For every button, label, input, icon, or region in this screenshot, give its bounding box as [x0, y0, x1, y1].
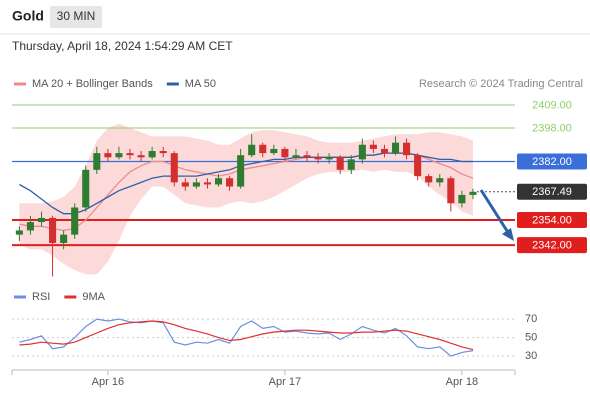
level-label: 2382.00: [532, 156, 572, 168]
timeframe-box: [50, 6, 102, 28]
candle-body: [391, 142, 400, 154]
candle-body: [403, 142, 411, 156]
legend-label: RSI: [32, 291, 50, 303]
projection-arrowhead: [502, 228, 514, 241]
candle-body: [248, 144, 256, 156]
candle-body: [303, 155, 311, 158]
candle-body: [159, 151, 167, 154]
candle-body: [281, 148, 289, 158]
y-tick-label: 50: [525, 332, 537, 344]
last-price-label: 2367.49: [532, 186, 572, 198]
candle-body: [148, 151, 156, 158]
candle-body: [49, 217, 57, 243]
candle-body: [447, 178, 455, 204]
candle-body: [60, 234, 68, 243]
candle-body: [314, 157, 322, 160]
level-label: 2398.00: [532, 122, 572, 134]
candle-body: [436, 178, 444, 183]
candle-body: [71, 207, 79, 235]
timeframe: 30 MIN: [57, 9, 96, 23]
x-tick-label: Apr 17: [269, 376, 301, 388]
candle-body: [414, 155, 422, 177]
candle-body: [214, 178, 223, 185]
candle-body: [237, 155, 245, 187]
candle-body: [259, 144, 267, 154]
line-series: [19, 320, 474, 351]
source: Research © 2024 Trading Central: [419, 78, 583, 90]
candle-body: [15, 230, 23, 235]
level-label-box: [517, 212, 587, 229]
candle-body: [37, 217, 46, 223]
level-label: 2354.00: [532, 214, 572, 226]
legend-label: MA 20 + Bollinger Bands: [32, 78, 153, 90]
candle-body: [336, 157, 344, 170]
y-tick-label: 70: [525, 313, 537, 325]
candle-body: [325, 157, 333, 160]
candle-body: [203, 182, 211, 185]
x-tick-label: Apr 16: [92, 376, 124, 388]
candle-body: [126, 153, 134, 156]
legend-label: 9MA: [82, 291, 105, 303]
last-price-box: [517, 183, 587, 200]
candle-body: [104, 153, 112, 158]
line-series: [19, 318, 474, 357]
candle-body: [93, 153, 101, 170]
level-label: 2342.00: [532, 239, 572, 251]
candle-body: [469, 191, 477, 195]
candle-body: [181, 182, 189, 187]
candle-body: [380, 148, 388, 154]
candle-body: [115, 153, 123, 158]
candle-body: [358, 144, 366, 160]
candle-body: [347, 159, 355, 170]
x-tick-label: Apr 18: [446, 376, 478, 388]
candle-body: [82, 169, 90, 208]
subtitle: Thursday, April 18, 2024 1:54:29 AM CET: [12, 39, 233, 53]
level-label-box: [517, 153, 587, 170]
candle-body: [425, 176, 433, 183]
chart-title: Gold: [12, 8, 44, 24]
candle-body: [137, 155, 145, 158]
level-label: 2409.00: [532, 99, 572, 111]
candle-body: [369, 144, 377, 149]
candle-body: [292, 155, 300, 158]
projection-arrow: [479, 189, 511, 235]
legend-label: MA 50: [185, 78, 216, 90]
candle-body: [226, 178, 234, 187]
candle-body: [270, 148, 278, 154]
candle-body: [192, 182, 200, 187]
candle-body: [458, 194, 466, 204]
level-label-box: [517, 237, 587, 254]
y-tick-label: 30: [525, 350, 537, 362]
candle-body: [26, 222, 34, 231]
candle-body: [170, 153, 178, 183]
